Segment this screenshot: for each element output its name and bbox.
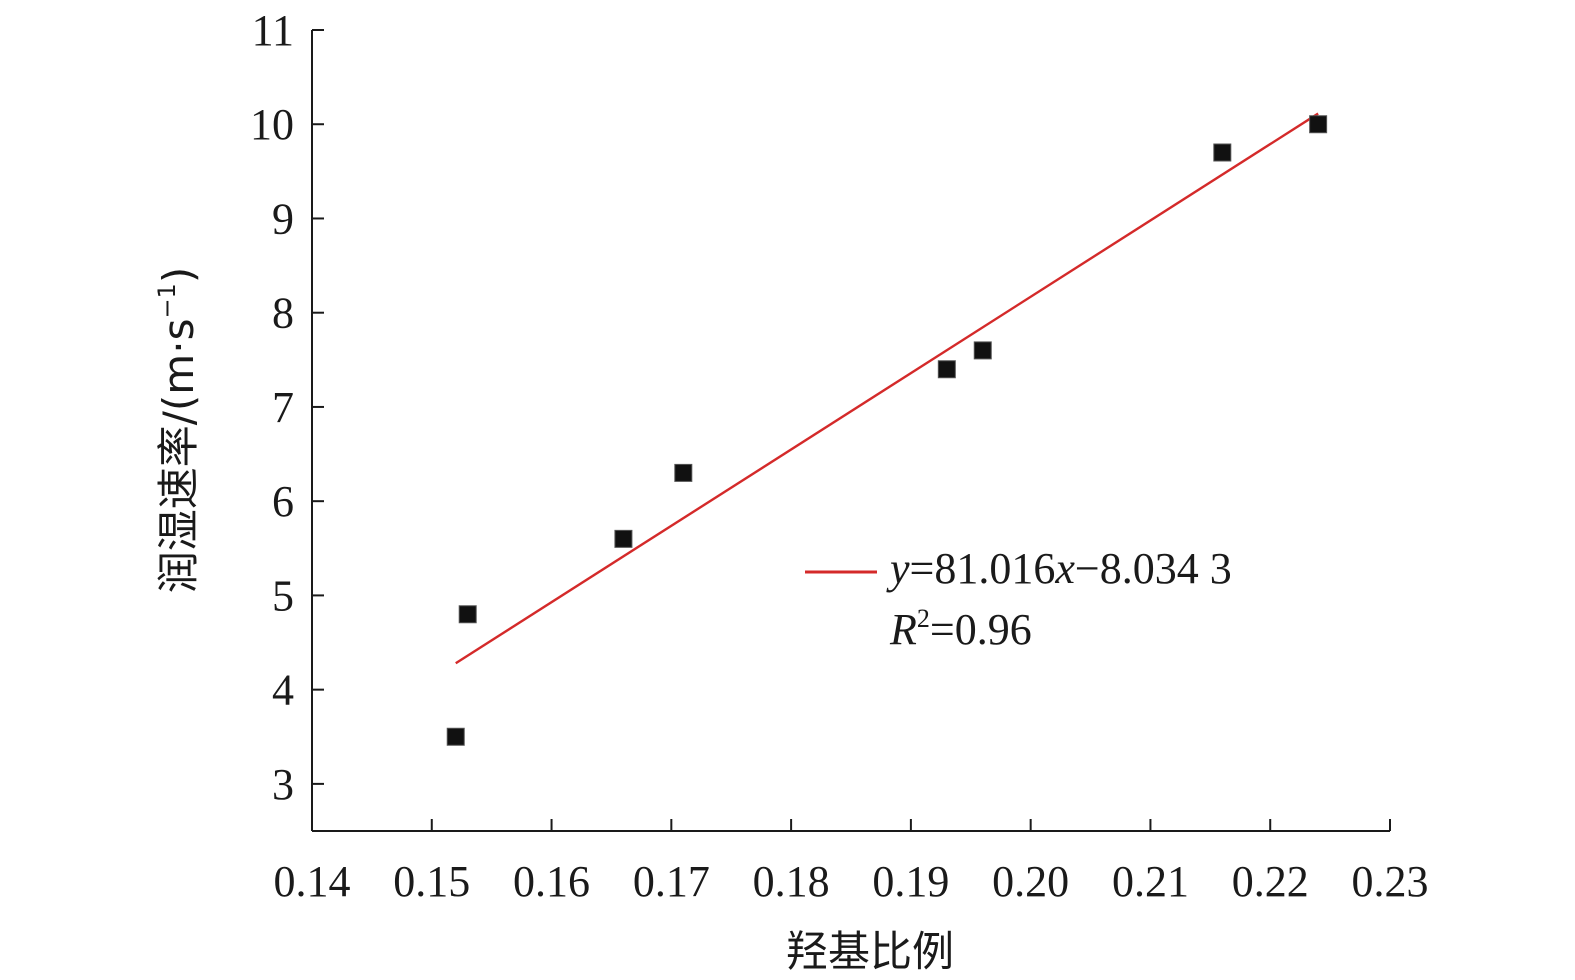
legend-r-squared: R2=0.96: [889, 604, 1032, 654]
data-point: [458, 605, 477, 624]
y-ticks: 3 4 5 6 7 8 9 10 11: [250, 6, 324, 809]
eq-intercept: −8.034 3: [1075, 544, 1232, 593]
legend-equation: y=81.016x−8.034 3: [886, 544, 1232, 593]
x-tick-label: 0.17: [633, 857, 710, 906]
x-tick-label: 0.19: [872, 857, 949, 906]
data-point: [614, 529, 633, 548]
x-axis-title: 羟基比例: [786, 927, 954, 976]
data-point: [674, 463, 693, 482]
x-tick-label: 0.14: [274, 857, 351, 906]
r2-sup: 2: [917, 604, 930, 633]
eq-x-var: x: [1054, 544, 1075, 593]
eq-y-var: y: [886, 544, 910, 593]
y-tick-label: 6: [272, 477, 294, 526]
y-title-main: 润湿速率/(m·s: [154, 319, 203, 594]
x-tick-label: 0.23: [1352, 857, 1429, 906]
y-tick-label: 7: [272, 383, 294, 432]
y-axis-title: 润湿速率/(m·s−1): [153, 267, 203, 593]
data-point: [446, 727, 465, 746]
x-tick-label: 0.22: [1232, 857, 1309, 906]
x-tick-label: 0.15: [393, 857, 470, 906]
fit-line: [455, 112, 1319, 665]
y-tick-label: 3: [272, 760, 294, 809]
y-title-sup: −1: [153, 283, 181, 318]
data-point: [1309, 115, 1328, 134]
plot-area: 3 4 5 6 7 8 9 10 11 0.14 0.15 0.16 0.17 0.18 0.19 0.20…: [250, 6, 1429, 906]
x-tick-label: 0.20: [992, 857, 1069, 906]
x-tick-label: 0.21: [1112, 857, 1189, 906]
x-ticks: 0.14 0.15 0.16 0.17 0.18 0.19 0.20 0.21 0.22 0.23: [274, 819, 1429, 906]
eq-coef: =81.016: [910, 544, 1056, 593]
y-tick-label: 8: [272, 289, 294, 338]
r2-value: =0.96: [930, 605, 1032, 654]
x-tick-label: 0.16: [513, 857, 590, 906]
data-point: [1213, 143, 1232, 162]
y-tick-label: 10: [250, 100, 294, 149]
r2-r: R: [889, 605, 917, 654]
data-point: [973, 341, 992, 360]
y-tick-label: 11: [252, 6, 294, 55]
y-tick-label: 9: [272, 194, 294, 243]
x-tick-label: 0.18: [753, 857, 830, 906]
legend: y=81.016x−8.034 3 R2=0.96: [805, 544, 1232, 654]
y-title-close: ): [154, 267, 203, 283]
data-point: [937, 360, 956, 379]
y-tick-label: 4: [272, 666, 294, 715]
data-points: [446, 115, 1328, 746]
y-tick-label: 5: [272, 571, 294, 620]
